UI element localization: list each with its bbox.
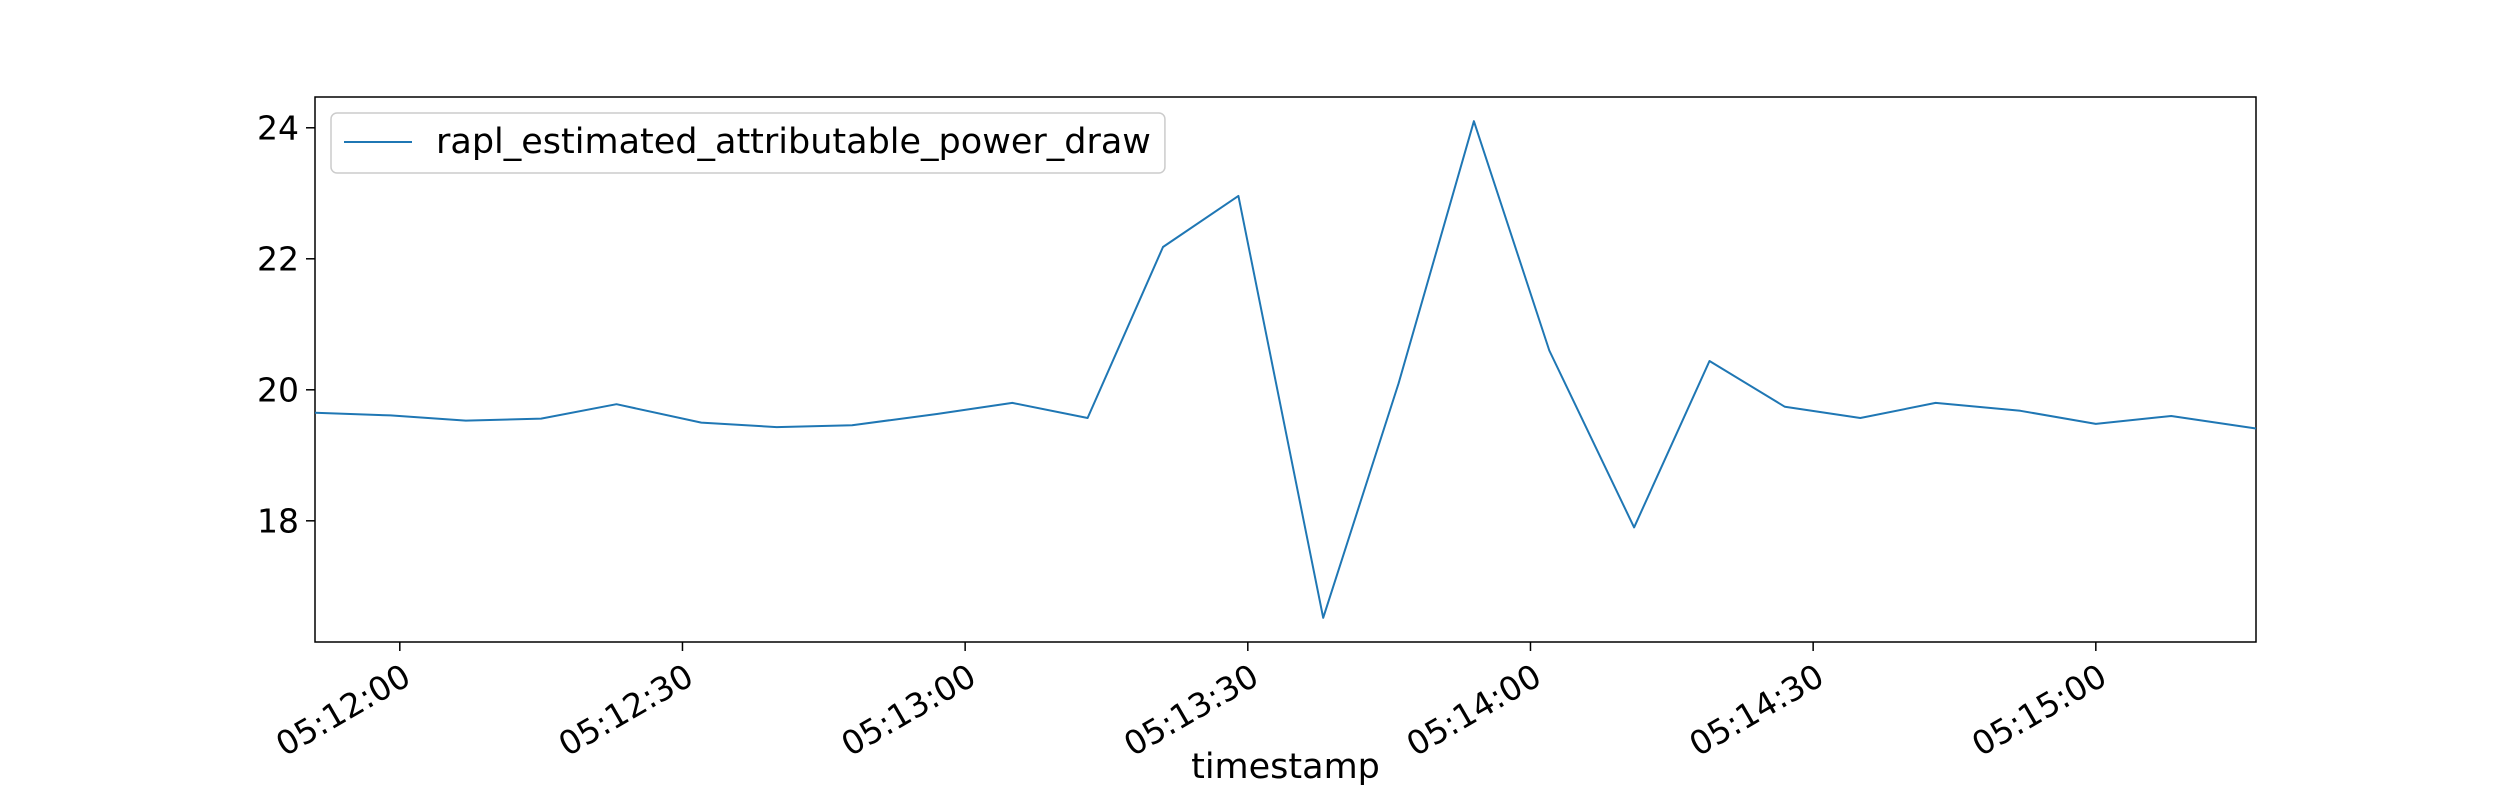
y-axis: 18 20 22 24 [257,108,315,540]
x-tick-label: 05:15:00 [1965,656,2113,764]
x-axis: 05:12:00 05:12:30 05:13:00 05:13:30 05:14:00… [269,642,2113,764]
legend-label: rapl_estimated_attributable_power_draw [436,122,1151,162]
y-tick-label: 18 [257,501,299,540]
x-tick-label: 05:13:00 [834,656,982,764]
series-layer [314,120,2257,619]
x-tick-label: 05:14:30 [1682,656,1830,764]
x-tick-label: 05:12:30 [552,656,700,764]
series-line [314,120,2257,619]
x-tick-label: 05:14:00 [1400,656,1548,764]
legend-box [330,112,1166,174]
x-tick-label: 05:12:00 [269,656,417,764]
plot-area [314,96,2257,643]
legend: rapl_estimated_attributable_power_draw [330,112,1166,174]
y-tick-label: 22 [257,239,299,278]
x-axis-label: timestamp [1191,747,1380,787]
y-tick-label: 24 [257,108,299,147]
y-tick-label: 20 [257,370,299,409]
